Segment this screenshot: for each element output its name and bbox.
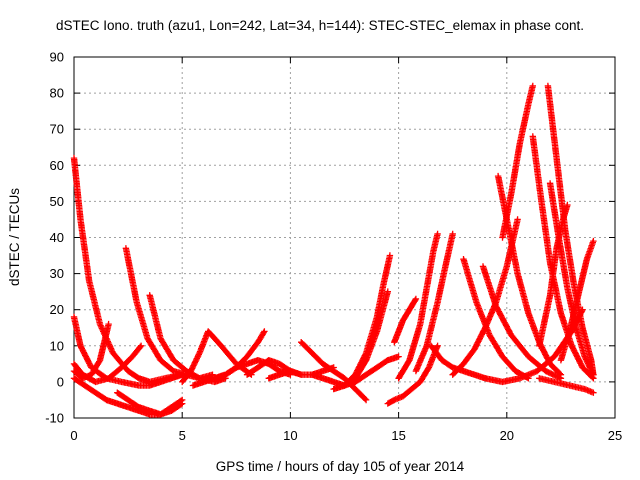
data-markers — [536, 201, 571, 349]
data-series-16 — [341, 252, 394, 389]
data-markers — [70, 320, 112, 382]
y-tick-label: 60 — [50, 158, 64, 173]
data-markers — [70, 154, 186, 386]
data-markers — [536, 375, 597, 396]
data-series-5 — [70, 320, 112, 382]
y-tick-label: 70 — [50, 122, 64, 137]
data-series-8 — [114, 389, 186, 418]
data-markers — [460, 256, 532, 382]
data-markers — [395, 230, 441, 382]
data-markers — [70, 313, 186, 389]
data-markers — [479, 263, 565, 382]
data-series-24 — [460, 256, 532, 382]
x-tick-label: 15 — [391, 428, 405, 443]
data-series-17 — [330, 353, 402, 393]
x-tick-label: 0 — [70, 428, 77, 443]
data-series-6 — [122, 245, 216, 382]
x-tick-label: 5 — [179, 428, 186, 443]
data-markers — [114, 389, 186, 418]
data-series-31 — [536, 201, 571, 349]
data-markers — [341, 252, 394, 389]
data-series-2 — [70, 313, 186, 389]
axis-ticks: 0 5 10 15 20 25 -10 0 10 20 30 40 50 60 70 80 90 — [45, 50, 622, 444]
y-tick-label: 80 — [50, 86, 64, 101]
data-series-27 — [499, 82, 536, 241]
x-tick-label: 20 — [500, 428, 514, 443]
data-series-19 — [391, 295, 420, 346]
y-tick-label: -10 — [45, 411, 64, 426]
data-series-34 — [536, 375, 597, 396]
data-series-25 — [479, 263, 565, 382]
data-series-30 — [546, 180, 597, 378]
y-axis-label: dSTEC / TECUs — [7, 188, 22, 286]
data-series-21 — [412, 230, 456, 375]
data-markers — [391, 295, 420, 346]
y-tick-label: 40 — [50, 230, 64, 245]
chart-title: dSTEC Iono. truth (azu1, Lon=242, Lat=34… — [56, 18, 584, 33]
y-tick-label: 20 — [50, 302, 64, 317]
x-axis-label: GPS time / hours of day 105 of year 2014 — [216, 459, 465, 474]
data-markers — [330, 353, 402, 393]
data-series-1 — [70, 154, 186, 386]
y-tick-label: 50 — [50, 194, 64, 209]
data-markers — [546, 180, 597, 378]
data-series — [70, 82, 597, 418]
data-markers — [482, 306, 586, 386]
y-tick-label: 0 — [57, 374, 64, 389]
data-markers — [122, 245, 216, 382]
y-tick-label: 30 — [50, 266, 64, 281]
y-tick-label: 10 — [50, 338, 64, 353]
data-series-20 — [395, 230, 441, 382]
data-series-33 — [482, 306, 586, 386]
data-markers — [499, 82, 536, 241]
x-tick-label: 10 — [283, 428, 297, 443]
x-tick-label: 25 — [608, 428, 622, 443]
data-markers — [412, 230, 456, 375]
y-tick-label: 90 — [50, 50, 64, 65]
